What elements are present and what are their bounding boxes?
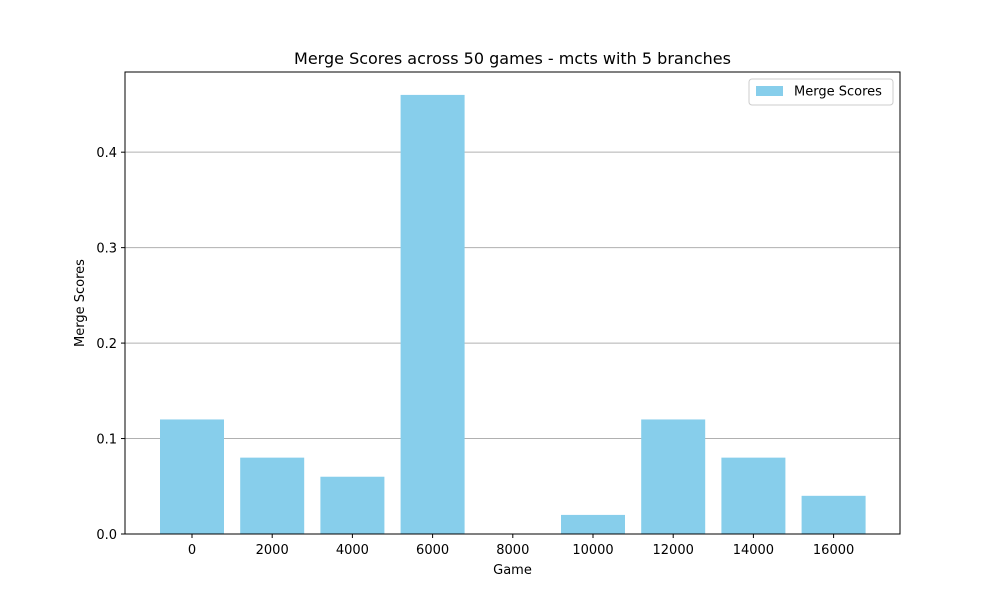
x-tick-label: 16000 xyxy=(813,543,854,558)
x-tick-label: 0 xyxy=(188,543,196,558)
x-tick-label: 2000 xyxy=(256,543,289,558)
x-tick-label: 12000 xyxy=(653,543,694,558)
y-axis-label: Merge Scores xyxy=(73,259,88,347)
gridlines xyxy=(125,151,900,440)
legend-label: Merge Scores xyxy=(794,85,882,100)
x-tick-label: 14000 xyxy=(733,543,774,558)
bar xyxy=(400,94,465,534)
y-tick-label: 0.1 xyxy=(96,433,117,448)
y-tick-label: 0.2 xyxy=(96,337,117,352)
x-tick-label: 10000 xyxy=(572,543,613,558)
chart-title: Merge Scores across 50 games - mcts with… xyxy=(294,49,731,68)
bar xyxy=(240,457,305,534)
legend: Merge Scores xyxy=(748,78,894,106)
bar xyxy=(641,419,706,534)
x-axis-label: Game xyxy=(493,563,532,578)
bars xyxy=(160,94,866,534)
bar xyxy=(721,457,786,534)
x-axis-ticks: 0 2000 4000 6000 8000 10000 12000 14000 16000 xyxy=(188,534,854,558)
legend-box xyxy=(748,78,894,106)
bar xyxy=(561,514,625,534)
bar xyxy=(320,476,385,534)
y-tick-label: 0.4 xyxy=(96,146,117,161)
y-tick-label: 0.3 xyxy=(96,242,117,257)
x-tick-label: 8000 xyxy=(496,543,529,558)
bar xyxy=(801,495,866,534)
bar xyxy=(160,419,224,534)
x-tick-label: 6000 xyxy=(416,543,449,558)
x-tick-label: 4000 xyxy=(336,543,369,558)
y-axis-ticks: 0.0 0.1 0.2 0.3 0.4 xyxy=(96,146,125,543)
y-tick-label: 0.0 xyxy=(96,528,117,543)
legend-swatch xyxy=(756,86,783,96)
